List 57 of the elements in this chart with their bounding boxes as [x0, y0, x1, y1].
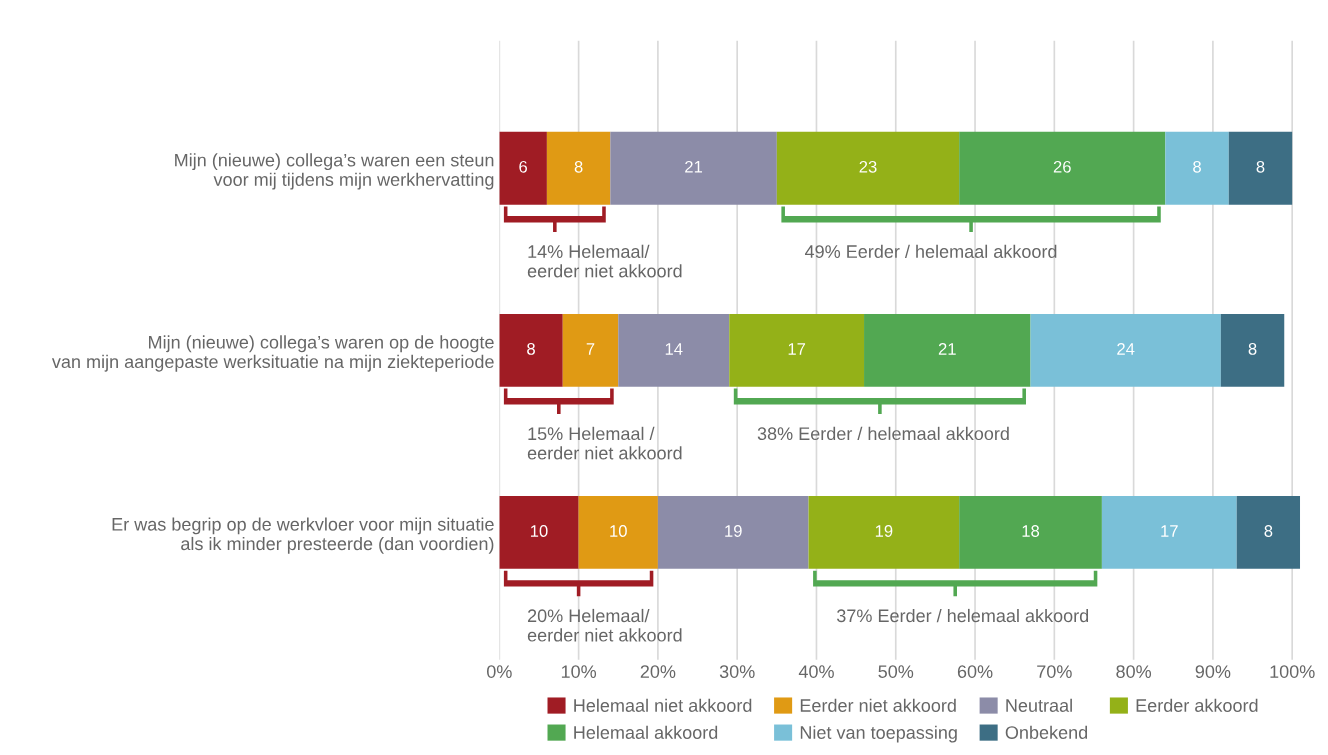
- legend-label: Onbekend: [1005, 725, 1088, 739]
- data-label: 10: [530, 525, 548, 537]
- bar: [1030, 313, 1221, 387]
- bar: [1228, 131, 1293, 205]
- data-label: 17: [788, 343, 806, 355]
- legend-label: Eerder akkoord: [1136, 698, 1258, 712]
- data-label: 8: [527, 342, 535, 355]
- data-label: 26: [1053, 160, 1071, 173]
- data-label: 24: [1117, 342, 1135, 355]
- data-label: 7: [586, 343, 595, 355]
- legend-label: Helemaal akkoord: [574, 725, 718, 739]
- annotation: 37% Eerder / helemaal akkoord: [836, 608, 1089, 623]
- data-label: 21: [685, 160, 703, 173]
- x-tick-label: 10%: [561, 665, 597, 678]
- bar: [1220, 313, 1285, 387]
- y-tick-label: Mijn (nieuwe) collega’s waren op de hoogte van mijn aangepaste werksituatie na mijn ziekteperiode: [51, 335, 494, 372]
- x-tick-label: 80%: [1116, 665, 1152, 678]
- data-label: 14: [665, 343, 683, 355]
- data-label: 8: [1264, 525, 1273, 537]
- data-label: 8: [1248, 342, 1257, 355]
- bar: [1165, 131, 1229, 205]
- y-tick-label: Er was begrip op de werkvloer voor mijn situatie als ik minder presteerde (dan voordien): [112, 517, 494, 554]
- data-label: 8: [574, 160, 583, 173]
- x-tick-label: 60%: [957, 665, 993, 678]
- x-tick-label: 40%: [798, 665, 834, 678]
- bar: [618, 313, 730, 387]
- annotation: 20% Helemaal/ eerder niet akkoord: [527, 608, 682, 642]
- x-tick-label: 0%: [486, 665, 512, 678]
- data-label: 6: [519, 160, 528, 173]
- legend-label: Eerder niet akkoord: [800, 698, 956, 712]
- bar: [1101, 495, 1237, 569]
- annotation: 15% Helemaal / eerder niet akkoord: [527, 426, 682, 460]
- data-label: 18: [1022, 525, 1040, 537]
- x-tick-label: 90%: [1195, 665, 1231, 678]
- x-tick-label: 100%: [1270, 665, 1315, 678]
- bar: [657, 495, 809, 569]
- legend-label: Niet van toepassing: [800, 725, 957, 743]
- data-label: 17: [1161, 525, 1178, 537]
- annotation: 49% Eerder / helemaal akkoord: [804, 244, 1057, 258]
- bar: [1236, 495, 1301, 569]
- x-tick-label: 50%: [878, 665, 914, 678]
- annotation: 14% Helemaal/ eerder niet akkoord: [527, 244, 682, 278]
- data-label: 8: [1256, 160, 1265, 173]
- data-label: 23: [859, 160, 877, 173]
- x-tick-label: 30%: [719, 665, 755, 678]
- data-label: 21: [938, 342, 956, 355]
- bar: [610, 131, 777, 205]
- legend-label: Helemaal niet akkoord: [574, 698, 752, 712]
- data-label: 10: [610, 525, 627, 537]
- x-tick-label: 70%: [1037, 665, 1072, 678]
- x-tick-label: 20%: [640, 665, 676, 678]
- annotation: 38% Eerder / helemaal akkoord: [757, 426, 1009, 441]
- data-label: 19: [875, 525, 893, 537]
- data-label: 19: [725, 525, 742, 537]
- legend-label: Neutraal: [1006, 698, 1072, 712]
- data-label: 8: [1193, 160, 1201, 173]
- y-tick-label: Mijn (nieuwe) collega’s waren een steun voor mij tijdens mijn werkhervatting: [175, 153, 494, 190]
